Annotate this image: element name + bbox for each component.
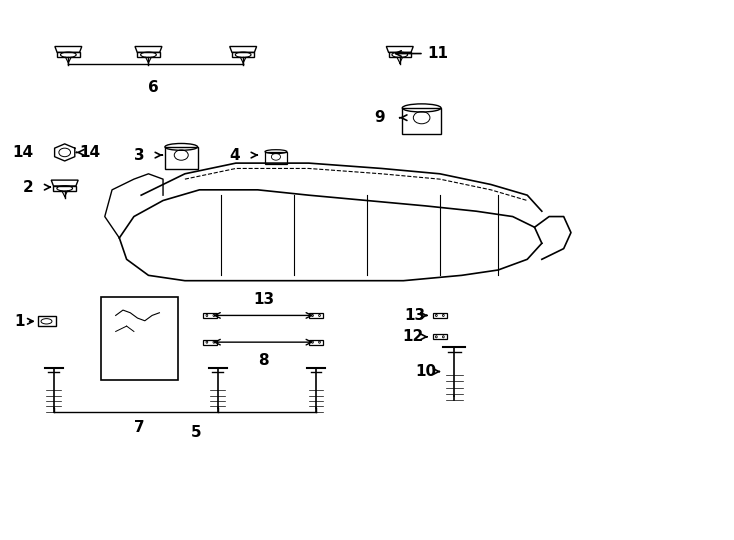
Bar [203, 313, 217, 318]
Text: 7: 7 [134, 420, 145, 435]
Text: 2: 2 [23, 180, 33, 194]
Text: 8: 8 [258, 353, 269, 368]
Bar [309, 313, 323, 318]
Bar [203, 340, 217, 345]
Text: 6: 6 [148, 80, 159, 95]
Text: 14: 14 [12, 145, 33, 160]
Text: 5: 5 [191, 425, 201, 440]
Text: 12: 12 [402, 329, 424, 345]
Bar [433, 313, 447, 318]
Bar [309, 340, 323, 345]
Bar [101, 296, 178, 380]
Bar [37, 316, 56, 326]
Text: 1: 1 [14, 314, 25, 329]
Text: 13: 13 [404, 308, 425, 323]
Text: 13: 13 [253, 293, 274, 307]
Text: 4: 4 [229, 147, 239, 163]
Bar [433, 334, 447, 339]
Text: 11: 11 [427, 46, 448, 61]
Text: 14: 14 [79, 145, 101, 160]
Text: 3: 3 [134, 147, 145, 163]
Text: 10: 10 [415, 364, 436, 379]
Text: 9: 9 [374, 110, 385, 125]
